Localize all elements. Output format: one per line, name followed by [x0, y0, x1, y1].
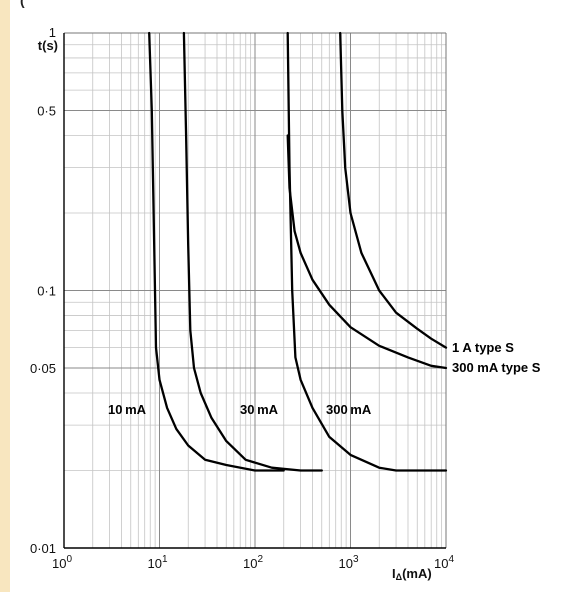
label-300ma-type-s: 300 mA type S — [452, 360, 541, 375]
label-10ma: 10 mA — [108, 402, 147, 417]
x-tick-label: 100 — [52, 554, 72, 571]
x-tick-label: 104 — [434, 554, 454, 571]
y-axis-label: t(s) — [38, 38, 58, 53]
curve-300ma — [286, 31, 448, 472]
x-tick-label: 101 — [147, 554, 167, 571]
axes — [63, 32, 447, 549]
curve-30ma — [182, 31, 323, 472]
curve-10ma — [148, 31, 285, 472]
chart-panel — [10, 0, 572, 592]
curves — [148, 31, 448, 472]
y-tick-label: 0·01 — [30, 541, 56, 556]
curve-1a-type-s — [339, 31, 448, 349]
header-fragment: ( — [20, 0, 25, 8]
label-30ma: 30 mA — [240, 402, 279, 417]
x-tick-label: 102 — [243, 554, 263, 571]
y-tick-labels: 1 0·5 0·1 0·05 0·01 — [30, 25, 56, 556]
x-axis-label: IΔ(mA) — [392, 566, 432, 582]
curve-labels: 10 mA 30 mA 300 mA 300 mA type S 1 A type S — [108, 340, 541, 417]
label-300ma: 300 mA — [326, 402, 372, 417]
curve-300ma-type-s — [286, 134, 448, 370]
x-tick-labels: 100 101 102 103 104 — [52, 554, 454, 571]
y-tick-label: 0·05 — [30, 361, 56, 376]
y-tick-label: 0·5 — [37, 104, 56, 119]
label-1a-type-s: 1 A type S — [452, 340, 514, 355]
x-tick-label: 103 — [338, 554, 358, 571]
y-tick-label: 1 — [49, 25, 56, 40]
y-tick-label: 0·1 — [37, 284, 56, 299]
